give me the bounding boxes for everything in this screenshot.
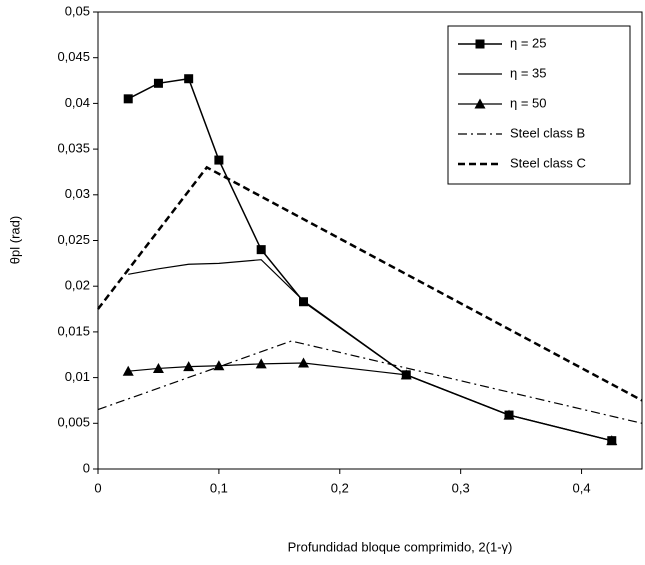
y-tick-label: 0,03: [65, 186, 90, 201]
point: [184, 74, 194, 84]
x-axis-label: Profundidad bloque comprimido, 2(1-γ): [288, 539, 513, 554]
series-line: [128, 362, 612, 442]
y-tick-label: 0,02: [65, 278, 90, 293]
series-line: [97, 340, 643, 424]
y-tick-label: 0,025: [57, 232, 90, 247]
y-axis-label: θpl (rad): [7, 216, 22, 264]
y-tick-label: 0: [83, 460, 90, 475]
y-tick-label: 0,01: [65, 369, 90, 384]
point: [152, 362, 164, 373]
y-tick-label: 0,05: [65, 3, 90, 18]
x-tick-label: 0,3: [452, 480, 470, 495]
y-tick-label: 0,015: [57, 323, 90, 338]
point: [153, 78, 163, 88]
point: [214, 155, 224, 165]
point: [299, 297, 309, 307]
point: [122, 365, 134, 376]
point: [400, 369, 412, 380]
legend-label: η = 25: [510, 35, 547, 50]
point: [256, 245, 266, 255]
point: [606, 435, 618, 446]
point: [183, 361, 195, 372]
point: [503, 409, 515, 420]
legend-label: Steel class B: [510, 125, 585, 140]
legend-marker: [474, 98, 486, 109]
x-tick-label: 0,4: [573, 480, 591, 495]
series-line: [128, 259, 612, 442]
legend-label: η = 35: [510, 65, 547, 80]
point: [213, 360, 225, 371]
series-line: [97, 165, 643, 402]
legend: η = 25 η = 35 η = 50 Steel class B Steel cla…: [447, 25, 631, 185]
legend-label: η = 50: [510, 95, 547, 110]
y-tick-label: 0,035: [57, 141, 90, 156]
point: [123, 94, 133, 104]
legend-marker: [475, 39, 485, 49]
x-tick-label: 0,1: [210, 480, 228, 495]
point: [298, 357, 310, 368]
x-tick-label: 0,2: [331, 480, 349, 495]
y-tick-label: 0,045: [57, 49, 90, 64]
x-tick-label: 0: [94, 480, 101, 495]
y-tick-label: 0,04: [65, 95, 90, 110]
y-tick-label: 0,005: [57, 415, 90, 430]
point: [255, 358, 267, 369]
legend-label: Steel class C: [510, 155, 586, 170]
